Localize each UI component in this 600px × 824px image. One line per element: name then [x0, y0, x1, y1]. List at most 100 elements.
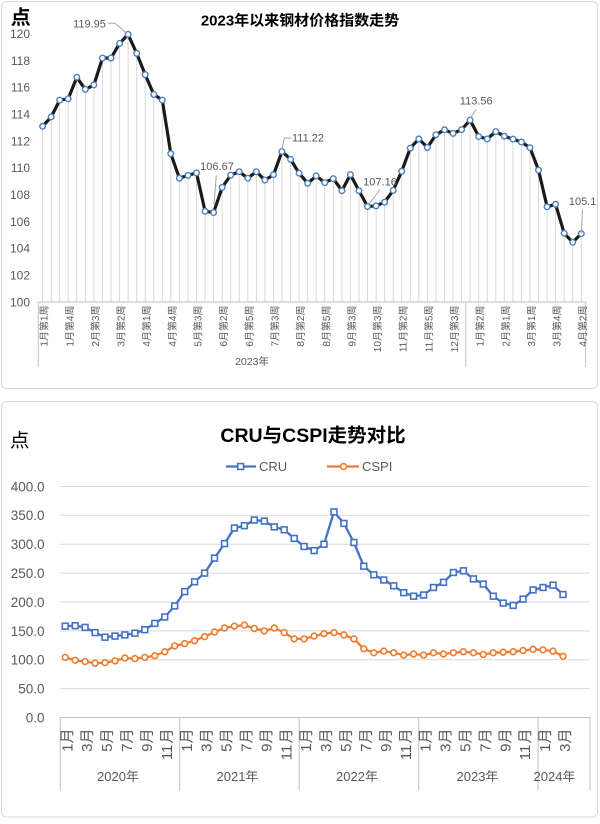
svg-text:3: 3 — [79, 743, 96, 751]
svg-text:2: 2 — [219, 315, 230, 321]
svg-text:7: 7 — [238, 743, 255, 751]
svg-text:11: 11 — [399, 341, 410, 352]
svg-text:11: 11 — [424, 341, 435, 352]
svg-text:5: 5 — [245, 315, 256, 321]
svg-text:4: 4 — [65, 315, 76, 321]
svg-text:114: 114 — [11, 108, 30, 122]
svg-text:5: 5 — [194, 341, 205, 347]
svg-text:111.22: 111.22 — [292, 133, 324, 145]
svg-text:1: 1 — [527, 315, 538, 321]
svg-text:1: 1 — [418, 743, 435, 751]
svg-text:2: 2 — [399, 315, 410, 321]
svg-text:110: 110 — [11, 161, 30, 175]
svg-text:107.16: 107.16 — [363, 177, 397, 189]
svg-text:1: 1 — [537, 743, 554, 751]
svg-text:4: 4 — [168, 341, 179, 347]
svg-text:2021: 2021 — [217, 769, 246, 784]
svg-text:108: 108 — [10, 188, 30, 202]
svg-text:3: 3 — [373, 315, 384, 321]
svg-text:3: 3 — [318, 743, 335, 751]
svg-text:1: 1 — [59, 743, 76, 751]
svg-text:106: 106 — [10, 215, 30, 229]
svg-text:350.0: 350.0 — [11, 508, 45, 523]
svg-text:250.0: 250.0 — [11, 566, 45, 581]
svg-text:11: 11 — [278, 745, 295, 761]
svg-text:CSPI: CSPI — [282, 425, 328, 447]
svg-text:3: 3 — [199, 743, 216, 751]
svg-text:100: 100 — [10, 295, 30, 309]
svg-text:4: 4 — [553, 315, 564, 321]
svg-text:4: 4 — [168, 315, 179, 321]
svg-text:119.95: 119.95 — [73, 19, 106, 31]
svg-text:200.0: 200.0 — [11, 595, 45, 610]
svg-text:5: 5 — [458, 743, 475, 751]
svg-text:3: 3 — [347, 315, 358, 321]
svg-text:2023: 2023 — [457, 769, 486, 784]
svg-text:9: 9 — [139, 743, 156, 751]
svg-text:3: 3 — [194, 315, 205, 321]
svg-text:3: 3 — [91, 315, 102, 321]
svg-text:7: 7 — [358, 743, 375, 751]
svg-text:2: 2 — [476, 315, 487, 321]
svg-text:2: 2 — [501, 341, 512, 347]
svg-text:3: 3 — [553, 341, 564, 347]
svg-text:1: 1 — [501, 315, 512, 321]
svg-text:1: 1 — [179, 743, 196, 751]
svg-text:8: 8 — [322, 341, 333, 347]
svg-text:1: 1 — [142, 315, 153, 321]
svg-text:3: 3 — [270, 315, 281, 321]
svg-text:11: 11 — [159, 745, 176, 761]
svg-text:3: 3 — [557, 743, 574, 751]
svg-text:2022: 2022 — [336, 769, 365, 784]
svg-text:6: 6 — [245, 341, 256, 347]
svg-text:9: 9 — [497, 743, 514, 751]
svg-text:2: 2 — [117, 315, 128, 321]
svg-text:6: 6 — [219, 341, 230, 347]
svg-text:2: 2 — [296, 315, 307, 321]
svg-text:150.0: 150.0 — [11, 624, 45, 639]
svg-text:400.0: 400.0 — [11, 479, 45, 494]
svg-text:5: 5 — [322, 315, 333, 321]
svg-text:9: 9 — [347, 341, 358, 347]
svg-text:4: 4 — [142, 341, 153, 347]
svg-text:2023: 2023 — [235, 356, 259, 368]
svg-text:CRU: CRU — [220, 425, 262, 447]
svg-text:2: 2 — [578, 315, 589, 321]
svg-text:5: 5 — [424, 315, 435, 321]
svg-text:104: 104 — [10, 242, 30, 256]
svg-text:113.56: 113.56 — [460, 96, 493, 108]
svg-text:1: 1 — [40, 341, 51, 347]
svg-text:7: 7 — [477, 743, 494, 751]
svg-text:105.1: 105.1 — [569, 196, 597, 208]
svg-text:300.0: 300.0 — [11, 537, 45, 552]
svg-text:12: 12 — [450, 341, 461, 353]
svg-text:1: 1 — [298, 743, 315, 751]
svg-text:106.67: 106.67 — [200, 161, 234, 173]
svg-text:5: 5 — [338, 743, 355, 751]
svg-text:0.0: 0.0 — [26, 710, 45, 725]
svg-text:10: 10 — [373, 341, 384, 353]
svg-text:120: 120 — [10, 27, 30, 41]
svg-text:1: 1 — [40, 315, 51, 321]
svg-text:2: 2 — [91, 341, 102, 347]
svg-text:8: 8 — [296, 341, 307, 347]
svg-text:3: 3 — [450, 315, 461, 321]
svg-text:7: 7 — [119, 743, 136, 751]
svg-text:11: 11 — [517, 745, 534, 761]
svg-text:2023: 2023 — [201, 13, 234, 30]
svg-text:3: 3 — [117, 341, 128, 347]
svg-text:116: 116 — [11, 81, 30, 95]
svg-text:1: 1 — [65, 341, 76, 347]
svg-text:2020: 2020 — [97, 769, 126, 784]
svg-text:3: 3 — [527, 341, 538, 347]
svg-text:118: 118 — [11, 54, 30, 68]
svg-text:100.0: 100.0 — [11, 653, 45, 668]
svg-text:9: 9 — [258, 743, 275, 751]
svg-text:CSPI: CSPI — [362, 459, 392, 474]
svg-text:5: 5 — [99, 743, 116, 751]
svg-text:50.0: 50.0 — [18, 682, 44, 697]
svg-text:102: 102 — [10, 269, 30, 283]
svg-text:2024: 2024 — [534, 769, 563, 784]
svg-text:7: 7 — [270, 341, 281, 347]
svg-text:9: 9 — [378, 743, 395, 751]
